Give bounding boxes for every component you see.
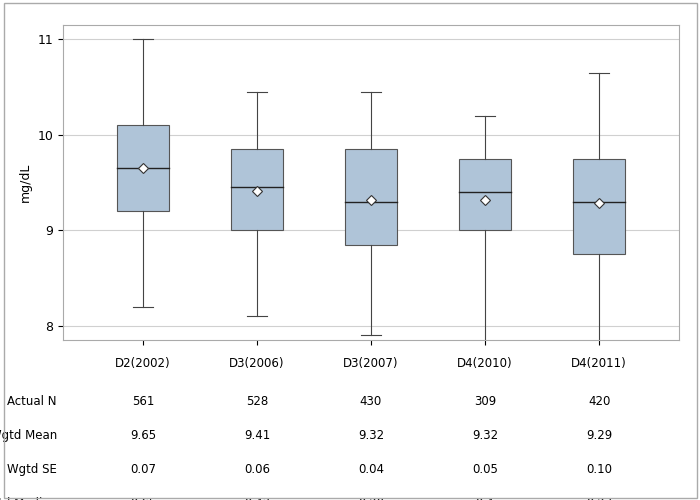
Text: 9.27: 9.27: [586, 497, 612, 500]
Text: D4(2011): D4(2011): [571, 358, 627, 370]
Text: 9.41: 9.41: [244, 428, 270, 442]
Text: Actual N: Actual N: [7, 394, 57, 407]
Text: 528: 528: [246, 394, 268, 407]
Text: 9.4: 9.4: [476, 497, 494, 500]
Text: 9.65: 9.65: [130, 428, 156, 442]
Text: 0.05: 0.05: [472, 463, 498, 476]
Text: 0.07: 0.07: [130, 463, 156, 476]
Y-axis label: mg/dL: mg/dL: [19, 163, 32, 202]
Text: 9.43: 9.43: [244, 497, 270, 500]
Text: 0.06: 0.06: [244, 463, 270, 476]
Text: D3(2007): D3(2007): [343, 358, 399, 370]
Text: 9.29: 9.29: [586, 428, 612, 442]
Text: D3(2006): D3(2006): [229, 358, 285, 370]
Text: 561: 561: [132, 394, 154, 407]
Bar: [573, 158, 625, 254]
Text: D4(2010): D4(2010): [457, 358, 513, 370]
Text: D2(2002): D2(2002): [115, 358, 171, 370]
Text: 9.32: 9.32: [358, 428, 384, 442]
Text: 9.28: 9.28: [358, 497, 384, 500]
Text: 420: 420: [588, 394, 610, 407]
Bar: [459, 158, 511, 230]
Bar: [117, 125, 169, 211]
Text: 9.32: 9.32: [472, 428, 498, 442]
Text: 9.65: 9.65: [130, 497, 156, 500]
Text: Wgtd Mean: Wgtd Mean: [0, 428, 57, 442]
Text: 0.04: 0.04: [358, 463, 384, 476]
Text: Wgtd Median: Wgtd Median: [0, 497, 57, 500]
Bar: [345, 149, 397, 244]
Text: 0.10: 0.10: [586, 463, 612, 476]
Text: Wgtd SE: Wgtd SE: [7, 463, 57, 476]
Bar: [231, 149, 283, 230]
Text: 430: 430: [360, 394, 382, 407]
Text: 309: 309: [474, 394, 496, 407]
